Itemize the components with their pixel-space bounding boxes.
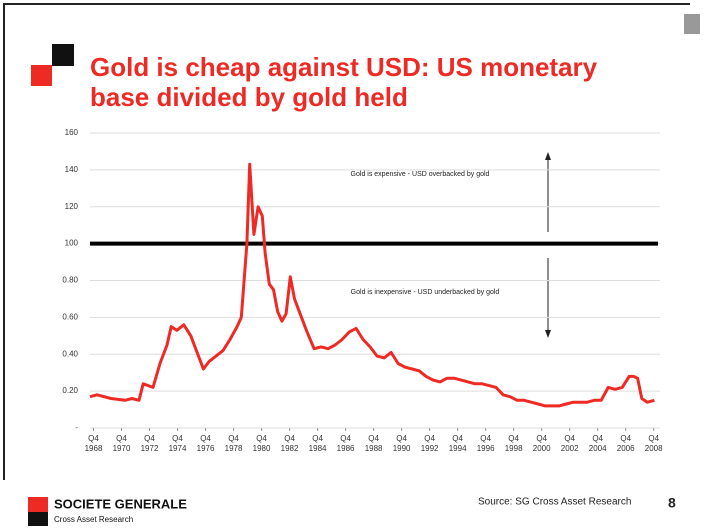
y-tick-label: 0.40: [62, 349, 78, 358]
x-tick-label: Q4 2004: [588, 434, 607, 453]
x-tick-label: Q4 2002: [560, 434, 579, 453]
page-number: 8: [668, 495, 676, 511]
x-tick-label: Q4 1994: [448, 434, 467, 453]
x-tick-label: Q4 1988: [364, 434, 383, 453]
data-line: [89, 162, 655, 408]
x-tick-label: Q4 1998: [504, 434, 523, 453]
arrow-head: [545, 152, 551, 160]
annotation: Gold is expensive - USD overbacked by go…: [351, 171, 490, 178]
x-tick-label: Q4 1972: [140, 434, 159, 453]
company-name: SOCIETE GENERALE: [54, 496, 187, 511]
y-tick-label: 0.20: [62, 386, 78, 395]
y-tick-label: 120: [65, 202, 79, 211]
x-tick-label: Q4 1968: [84, 434, 103, 453]
slide-title: Gold is cheap against USD: US monetary b…: [90, 52, 598, 112]
source-note: Source: SG Cross Asset Research: [478, 497, 631, 508]
division-name: Cross Asset Research: [54, 515, 133, 524]
y-tick-label: 0.80: [62, 276, 78, 285]
x-tick-label: Q4 1996: [476, 434, 495, 453]
x-tick-label: Q4 2006: [616, 434, 635, 453]
corner-icon: [684, 14, 700, 34]
x-tick-label: Q4 1986: [336, 434, 355, 453]
logo-red-square: [31, 65, 52, 86]
sg-logo-black: [28, 512, 48, 526]
x-tick-label: Q4 1992: [420, 434, 439, 453]
sg-logo-red: [28, 497, 48, 513]
annotation: Gold is inexpensive - USD underbacked by…: [351, 289, 500, 296]
x-tick-label: Q4 2008: [644, 434, 663, 453]
x-tick-label: Q4 1974: [168, 434, 187, 453]
x-tick-label: Q4 1980: [252, 434, 271, 453]
y-tick-label: -: [75, 423, 78, 432]
x-tick-label: Q4 1984: [308, 434, 327, 453]
y-tick-label: 140: [65, 165, 79, 174]
y-tick-label: 100: [65, 239, 79, 248]
arrow-head: [545, 330, 551, 338]
title-box: Gold is cheap against USD: US monetary b…: [90, 52, 598, 112]
x-tick-label: Q4 1970: [112, 434, 131, 453]
y-tick-label: 160: [65, 128, 79, 137]
x-tick-label: Q4 1976: [196, 434, 215, 453]
logo-black-square: [52, 44, 74, 66]
y-tick-label: 0.60: [62, 312, 78, 321]
x-tick-label: Q4 2000: [532, 434, 551, 453]
x-tick-label: Q4 1978: [224, 434, 243, 453]
x-tick-label: Q4 1990: [392, 434, 411, 453]
x-tick-label: Q4 1982: [280, 434, 299, 453]
